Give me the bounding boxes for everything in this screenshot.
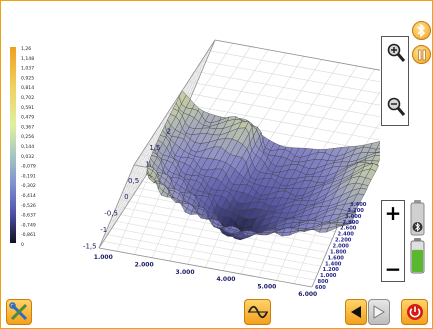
triangle-right-icon [373, 305, 385, 319]
zoom-out-button[interactable] [385, 95, 407, 119]
colorbar-gradient [10, 47, 16, 243]
z-axis-tick-label: 1,5 [149, 144, 160, 152]
x-axis-tick-label: 6.000 [298, 291, 317, 298]
y-axis-tick-label: 1.600 [328, 255, 345, 261]
scale-panel: + − [381, 200, 405, 282]
back-wall-gridline [214, 39, 380, 71]
colorbar-tick-label: 0 [21, 242, 24, 248]
colorbar-tick-label: -0,079 [21, 164, 36, 170]
colorbar-tick-label: -0,749 [21, 222, 36, 228]
waveform-icon [247, 305, 268, 319]
y-axis-tick-label: 3.400 [350, 202, 367, 208]
x-axis-tick-label: 2.000 [135, 261, 154, 268]
colorbar-tick-label: 0,814 [21, 85, 34, 91]
bluetooth-icon [417, 24, 426, 37]
decrease-button[interactable]: − [384, 257, 402, 281]
battery-indicators [410, 200, 425, 274]
battery-level-fill [412, 249, 423, 272]
tools-icon [9, 302, 28, 321]
surface-cell [374, 148, 380, 153]
previous-button[interactable] [345, 299, 367, 325]
surface-cell [281, 231, 291, 237]
pause-button[interactable] [412, 45, 431, 64]
x-axis-tick-label: 4.000 [216, 276, 235, 283]
z-axis-tick-label: -1 [100, 226, 107, 234]
back-wall-gridline [208, 50, 380, 83]
surface-cell [375, 142, 380, 150]
colorbar-legend: 1,26 1,148 1,037 0,925 0,814 0,702 0,591 0,479 0… [10, 46, 36, 248]
z-axis-tick-label: 0,5 [128, 177, 139, 185]
plot-box-edge [98, 164, 135, 249]
settings-button[interactable] [6, 299, 32, 325]
plot-box-edge [133, 39, 216, 166]
y-axis-tick-label: 3.200 [348, 208, 365, 214]
y-axis-tick-label: 800 [318, 279, 329, 285]
plot-box-edge [214, 39, 380, 71]
colorbar-tick-label: 0,367 [21, 124, 34, 130]
zoom-in-icon [387, 43, 406, 62]
zoom-panel [381, 36, 409, 126]
z-axis-tick-label: 1 [145, 160, 149, 168]
bluetooth-battery-icon [410, 200, 425, 236]
z-axis-tick-label: 2 [167, 128, 171, 136]
y-axis-tick-label: 600 [315, 285, 326, 291]
z-axis-tick-label: -1,5 [83, 243, 97, 251]
zoom-out-icon [387, 97, 406, 116]
colorbar-tick-label: 0,591 [21, 105, 34, 111]
surface-cell [344, 222, 354, 225]
signal-button[interactable] [244, 299, 271, 325]
colorbar-tick-label: 0,256 [21, 134, 34, 140]
colorbar-tick-label: 0,032 [21, 154, 34, 160]
bluetooth-button[interactable] [412, 21, 431, 40]
power-button[interactable] [401, 299, 428, 325]
y-axis-tick-label: 1.800 [330, 249, 347, 255]
colorbar-tick-label: 1,037 [21, 66, 34, 72]
back-wall-gridline [201, 60, 380, 94]
colorbar-tick-label: 1,26 [21, 46, 31, 52]
colorbar-tick-label: -0,861 [21, 232, 36, 238]
colorbar-tick-label: 0,702 [21, 95, 34, 101]
increase-button[interactable]: + [384, 201, 402, 225]
x-axis-tick-label: 5.000 [257, 284, 276, 291]
colorbar-tick-label: 0,925 [21, 75, 34, 81]
x-axis-tick-label: 1.000 [94, 254, 113, 261]
left-wall-gridline [130, 46, 213, 173]
colorbar-tick-label: -0,191 [21, 173, 36, 179]
y-axis-tick-label: 2.600 [340, 226, 357, 232]
colorbar-tick-label: 1,148 [21, 56, 34, 62]
device-battery-icon [410, 238, 425, 274]
next-button[interactable] [368, 299, 390, 325]
pause-icon [417, 49, 426, 60]
z-axis-tick-label: -0,5 [104, 210, 118, 218]
z-axis-tick-label: 0 [124, 193, 128, 201]
y-axis-tick-label: 1.000 [320, 273, 337, 279]
y-axis-tick-label: 1.200 [323, 267, 340, 273]
y-axis-tick-label: 2.200 [335, 238, 352, 244]
colorbar-tick-label: 0,479 [21, 115, 34, 121]
plot-box-edge [98, 247, 313, 288]
surface-cell [307, 220, 316, 224]
y-axis-tick-label: 2.400 [338, 232, 355, 238]
colorbar-tick-label: -0,526 [21, 203, 36, 209]
triangle-left-icon [351, 306, 361, 318]
y-axis-tick-label: 1.400 [325, 261, 342, 267]
surface-cell [374, 152, 380, 156]
x-axis-tick-label: 3.000 [176, 269, 195, 276]
power-icon [406, 304, 423, 320]
colorbar-tick-label: -0,637 [21, 213, 36, 219]
colorbar-tick-label: -0,414 [21, 193, 36, 199]
colorbar-tick-label: 0,144 [21, 144, 34, 150]
y-axis-tick-label: 2.800 [343, 220, 360, 226]
surface-plot: 2 1,51 0,50 -0,5 -1 -1,5 1.000 2.000 3.000 4.000 5… [83, 39, 380, 298]
y-axis-tick-label: 2.000 [333, 244, 350, 250]
colorbar-tick-label: -0,302 [21, 183, 36, 189]
zoom-in-button[interactable] [385, 41, 407, 65]
y-axis-tick-label: 3.000 [345, 214, 362, 220]
